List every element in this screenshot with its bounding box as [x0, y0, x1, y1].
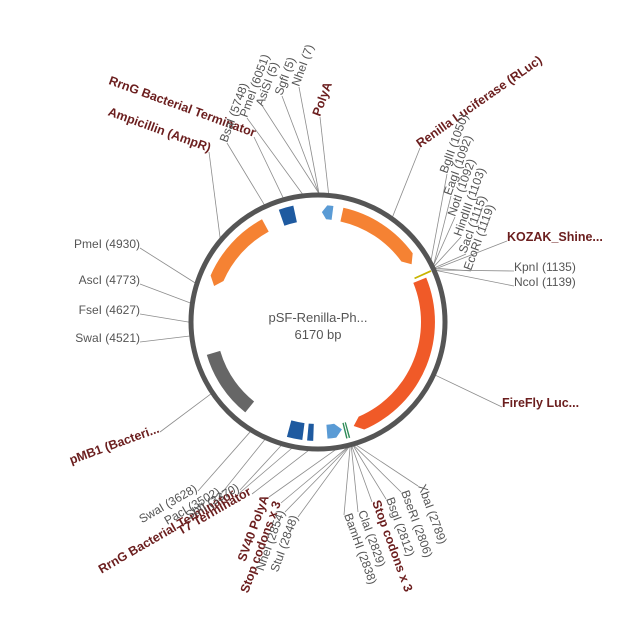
leader-ncoi-1139	[436, 270, 515, 287]
leader-stop-right	[351, 445, 373, 503]
leader-sv40	[268, 448, 338, 498]
feature-stop-right[interactable]	[344, 422, 351, 438]
feature-layer	[206, 205, 435, 441]
leader-paci-3502	[220, 439, 266, 495]
plasmid-backbone	[188, 192, 448, 452]
leader-rluc	[391, 147, 421, 218]
leader-ampr	[208, 151, 221, 240]
leader-swai-3628	[197, 431, 251, 492]
leader-lines	[139, 86, 515, 518]
leader-fsei-4627	[139, 313, 190, 323]
plasmid-name: pSF-Renilla-Ph...	[269, 310, 368, 325]
plasmid-size: 6170 bp	[295, 327, 342, 342]
leader-swai-4521	[139, 335, 190, 343]
leader-t7	[251, 449, 310, 495]
feature-t7[interactable]	[307, 423, 314, 441]
feature-ffluc[interactable]	[353, 277, 435, 430]
feature-label-polya-top: PolyA	[310, 80, 335, 118]
feature-stop-left[interactable]	[342, 422, 348, 439]
feature-label-ffluc: FireFly Luc...	[502, 396, 579, 410]
leader-stui-2848	[297, 447, 350, 518]
feature-label-kozak: KOZAK_Shine...	[507, 230, 603, 244]
leader-xbai-2789	[356, 444, 419, 487]
leader-pmb1	[159, 392, 212, 433]
leader-bsai-5748	[226, 142, 265, 205]
feature-pmb1[interactable]	[206, 350, 255, 413]
feature-sv40[interactable]	[326, 423, 342, 439]
site-label-fsei-4627: FseI (4627)	[79, 303, 140, 317]
leader-rrng-bottom	[235, 447, 293, 497]
feature-kozak[interactable]	[414, 270, 432, 280]
leader-clai-2829	[350, 446, 359, 513]
leader-polya-top	[319, 116, 330, 195]
leader-eagi-1092	[433, 195, 452, 265]
site-label-pmei-4930: PmeI (4930)	[74, 237, 140, 251]
leader-asci-4773	[139, 283, 191, 304]
leader-nhei-2854	[284, 447, 349, 513]
leader-sgfi-5	[281, 95, 320, 194]
leader-bglii-1050	[430, 173, 448, 261]
feature-rluc[interactable]	[340, 207, 413, 265]
leader-saci-1115	[434, 253, 467, 268]
site-label-swai-4521: SwaI (4521)	[75, 331, 140, 345]
leader-bamhi-2838	[343, 446, 351, 516]
leader-stop-left	[280, 445, 350, 504]
feature-rrng-bottom[interactable]	[286, 420, 305, 440]
leader-nhei-7	[298, 86, 320, 194]
leader-noti-1092	[433, 216, 456, 266]
leader-rrng-top	[253, 136, 284, 199]
leader-bseri-2806	[353, 445, 402, 493]
feature-polya-top[interactable]	[321, 205, 334, 220]
leader-pmei-4930	[139, 247, 196, 284]
feature-ampr[interactable]	[210, 219, 269, 286]
feature-rrng-top[interactable]	[278, 205, 297, 226]
leader-hindiii-1103	[434, 236, 462, 267]
leader-pmei-6051	[246, 117, 303, 195]
feature-label-rluc: Renilla Luciferase (RLuc)	[414, 53, 545, 151]
feature-label-pmb1: pMB1 (Bacteri...	[67, 422, 161, 467]
leader-kpni-1135	[436, 269, 515, 272]
leader-kozak	[434, 240, 508, 270]
leader-bsgi-2812	[353, 445, 387, 500]
site-label-ncoi-1139: NcoI (1139)	[514, 275, 576, 289]
leader-sbfi-3370	[239, 445, 282, 491]
leader-ffluc	[434, 374, 503, 408]
site-label-asci-4773: AscI (4773)	[79, 273, 140, 287]
site-label-kpni-1135: KpnI (1135)	[514, 260, 576, 274]
leader-asisi-5	[262, 106, 320, 194]
